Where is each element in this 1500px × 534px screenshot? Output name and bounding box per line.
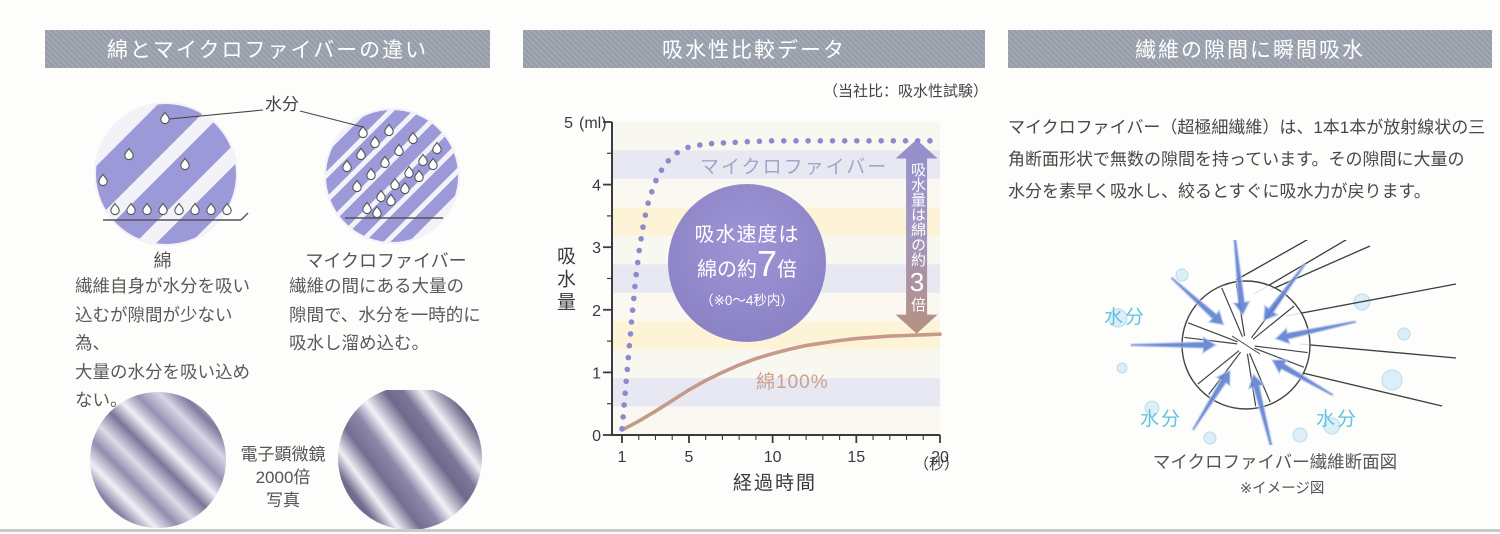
moisture-label-bottom-left: 水分	[1140, 409, 1183, 430]
fiber-cross-section-diagram	[1108, 240, 1457, 445]
header-instant-absorption: 繊維の隙間に瞬間吸水	[1008, 30, 1492, 68]
microfiber-micrograph-photo	[338, 390, 482, 530]
svg-text:綿100%: 綿100%	[756, 371, 829, 393]
cross-section-note: ※イメージ図	[1240, 481, 1325, 497]
svg-text:5: 5	[684, 449, 693, 466]
speed-annotation-badge: 吸水速度は 綿の約7倍 （※0〜4秒内）	[668, 184, 826, 342]
svg-text:2: 2	[592, 303, 601, 320]
microfiber-title: マイクロファイバー	[305, 251, 467, 271]
x-axis-title: 経過時間	[732, 473, 817, 494]
header-cotton-vs-microfiber: 綿とマイクロファイバーの違い	[45, 30, 490, 68]
svg-text:0: 0	[592, 428, 601, 445]
microfiber-description: 繊維の間にある大量の 隙間で、水分を一時的に 吸水し溜め込む。	[289, 276, 481, 353]
svg-text:10: 10	[764, 449, 782, 466]
electron-micrographs	[90, 390, 482, 530]
microfiber-fiber-circle	[324, 108, 460, 244]
micrograph-caption: 電子顕微鏡 2000倍 写真	[240, 445, 326, 510]
svg-text:20: 20	[931, 449, 949, 466]
cotton-title: 綿	[153, 251, 172, 271]
header-absorbency-data: 吸水性比較データ	[523, 30, 985, 68]
moisture-label: 水分	[265, 95, 299, 114]
cotton-fiber-circle	[94, 102, 249, 246]
speed-note-line2: 綿の約7倍	[696, 242, 798, 284]
cotton-micrograph-photo	[90, 392, 226, 528]
svg-text:4: 4	[592, 178, 601, 195]
svg-text:1: 1	[592, 365, 601, 382]
cross-section-caption: マイクロファイバー繊維断面図	[1152, 452, 1398, 472]
chart-subtitle: （当社比：吸水性試験）	[822, 83, 988, 100]
svg-text:15: 15	[847, 449, 865, 466]
x-axis-unit: （秒）	[914, 456, 960, 473]
svg-text:(ml): (ml)	[579, 115, 607, 132]
speed-note-paren: （※0〜4秒内）	[700, 292, 794, 308]
svg-text:マイクロファイバー: マイクロファイバー	[700, 156, 888, 178]
moisture-label-left: 水分	[1104, 307, 1147, 328]
speed-note-line1: 吸水速度は	[694, 223, 800, 246]
fiber-comparison-diagram: 水分	[94, 95, 460, 246]
moisture-label-bottom-right: 水分	[1316, 409, 1359, 430]
cotton-description: 繊維自身が水分を吸い 込むが隙間が少ない為、 大量の水分を吸い込め ない。	[75, 276, 250, 410]
svg-text:5: 5	[564, 115, 573, 132]
svg-text:3: 3	[592, 240, 601, 257]
moisture-pointer-line-right	[299, 110, 364, 128]
y-axis-title: 吸水量	[554, 246, 575, 315]
moisture-pointer-line-left	[168, 109, 264, 120]
amount-annotation-text: 吸水量は綿の約3倍	[902, 162, 932, 312]
page-bottom-edge	[0, 529, 1500, 532]
svg-text:1: 1	[618, 449, 627, 466]
microfiber-explanation: マイクロファイバー（超極細繊維）は、1本1本が放射線状の三 角断面形状で無数の隙…	[1008, 118, 1486, 201]
